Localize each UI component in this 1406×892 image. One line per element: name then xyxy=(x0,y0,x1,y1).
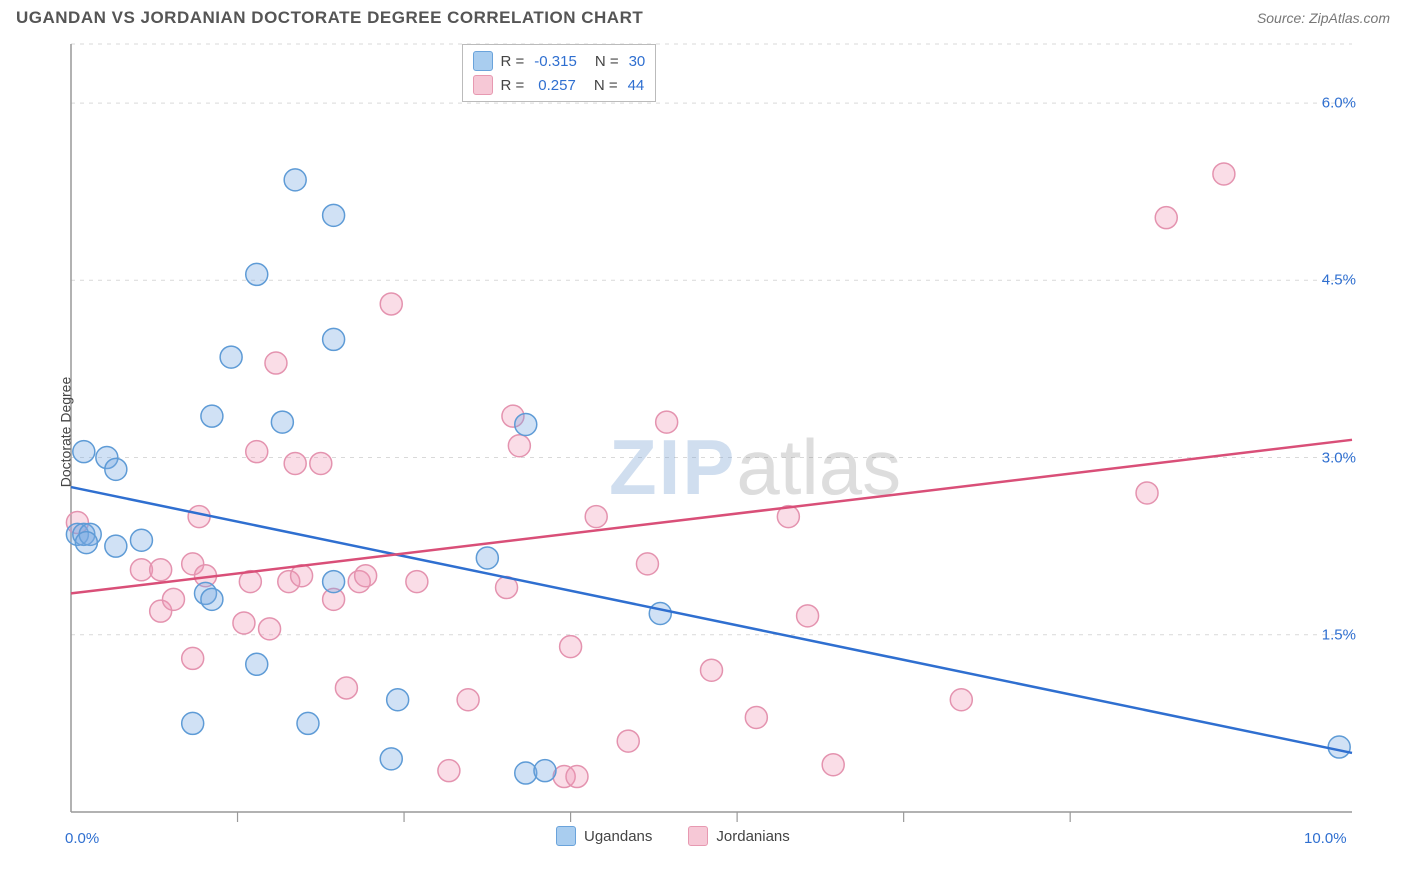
x-tick-label: 10.0% xyxy=(1304,830,1347,847)
r-label: R = xyxy=(501,77,525,94)
y-tick-label: 3.0% xyxy=(1322,449,1356,466)
series-legend: Ugandans Jordanians xyxy=(556,826,790,846)
r-label: R = xyxy=(501,53,525,70)
swatch-jordanians xyxy=(473,75,493,95)
n-value-ugandans: 30 xyxy=(629,53,646,70)
y-tick-label: 1.5% xyxy=(1322,626,1356,643)
legend-label-jordanians: Jordanians xyxy=(716,828,789,845)
r-value-jordanians: 0.257 xyxy=(538,77,576,94)
swatch-jordanians xyxy=(688,826,708,846)
source-attribution: Source: ZipAtlas.com xyxy=(1257,10,1390,26)
swatch-ugandans xyxy=(473,51,493,71)
legend-item-ugandans: Ugandans xyxy=(556,826,652,846)
stats-legend: R = -0.315 N = 30 R = 0.257 N = 44 xyxy=(462,44,657,102)
y-tick-label: 6.0% xyxy=(1322,95,1356,112)
chart-container: Doctorate Degree ZIPatlas R = -0.315 N =… xyxy=(16,32,1366,832)
header: UGANDAN VS JORDANIAN DOCTORATE DEGREE CO… xyxy=(0,0,1406,32)
n-label: N = xyxy=(595,53,619,70)
stats-row-ugandans: R = -0.315 N = 30 xyxy=(473,49,646,73)
chart-title: UGANDAN VS JORDANIAN DOCTORATE DEGREE CO… xyxy=(16,8,643,28)
y-axis-label: Doctorate Degree xyxy=(57,377,73,488)
stats-row-jordanians: R = 0.257 N = 44 xyxy=(473,73,646,97)
x-tick-label: 0.0% xyxy=(65,830,99,847)
n-value-jordanians: 44 xyxy=(628,77,645,94)
r-value-ugandans: -0.315 xyxy=(534,53,577,70)
y-tick-label: 4.5% xyxy=(1322,272,1356,289)
legend-label-ugandans: Ugandans xyxy=(584,828,652,845)
legend-item-jordanians: Jordanians xyxy=(688,826,789,846)
swatch-ugandans xyxy=(556,826,576,846)
n-label: N = xyxy=(594,77,618,94)
scatter-chart xyxy=(16,32,1366,832)
